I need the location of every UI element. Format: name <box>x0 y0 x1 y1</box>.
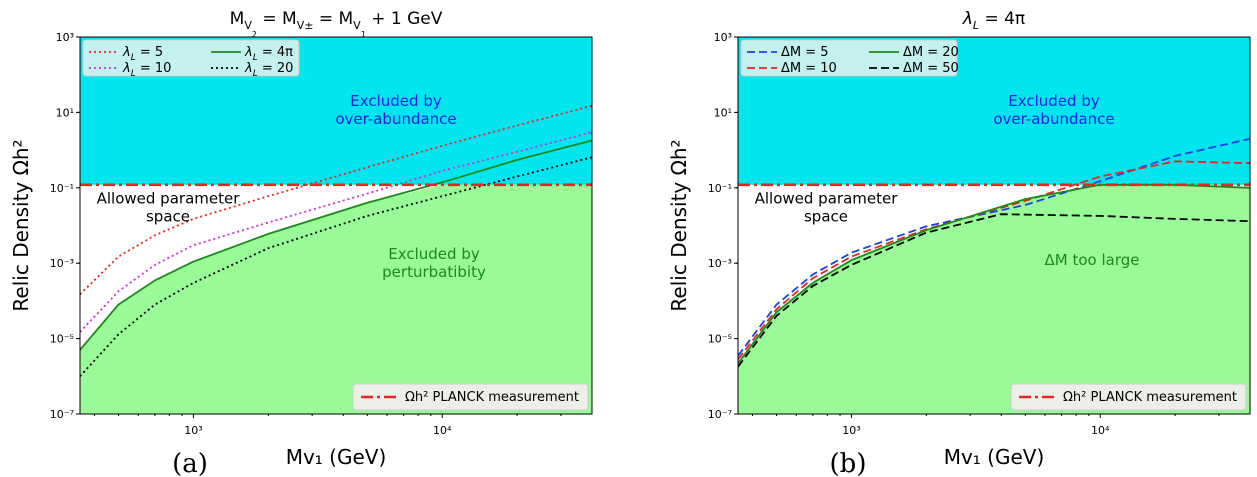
legend-label: ΔM = 10 <box>781 61 837 76</box>
x-tick-label: 10³ <box>842 424 860 437</box>
legend-box <box>82 39 300 77</box>
y-axis-label: Relic Density Ωh² <box>9 139 33 311</box>
x-tick-label: 10⁴ <box>433 424 452 437</box>
legend-box <box>740 39 958 77</box>
y-tick-label: 10⁻⁵ <box>708 333 732 346</box>
series-line-1 <box>738 137 1250 357</box>
x-axis-label: Mv₁ (GeV) <box>944 445 1045 469</box>
y-tick-label: 10¹ <box>56 106 74 119</box>
y-axis-label: Relic Density Ωh² <box>667 139 691 311</box>
y-tick-label: 10³ <box>56 31 74 44</box>
panel-caption: (b) <box>830 449 867 477</box>
legend-label: ΔM = 5 <box>781 45 829 60</box>
legend-label: λL = 20 <box>244 61 293 79</box>
region-label-lower-1: ΔM too large <box>1045 251 1140 269</box>
x-tick-label: 10⁴ <box>1091 424 1110 437</box>
legend-label: λL = 5 <box>122 45 163 63</box>
region-label-lower-2: perturbatibity <box>382 263 486 281</box>
y-tick-label: 10³ <box>714 31 732 44</box>
y-tick-label: 10⁻⁷ <box>708 408 732 421</box>
chart-title: MV2 = MV± = MV1 + 1 GeV <box>230 9 443 39</box>
legend-label: λL = 10 <box>122 61 171 79</box>
series-line-3 <box>738 183 1250 364</box>
chart-title: λL = 4π <box>962 9 1025 32</box>
y-tick-label: 10¹ <box>714 106 732 119</box>
region-label-upper-2: over-abundance <box>335 110 456 128</box>
planck-legend-label: Ωh² PLANCK measurement <box>405 390 579 405</box>
plot-frame <box>737 36 1251 415</box>
region-label-upper-1: Excluded by <box>1008 92 1100 110</box>
y-tick-label: 10⁻³ <box>50 257 74 270</box>
series-line-1 <box>80 104 592 295</box>
series-line-3 <box>80 139 592 351</box>
panel-caption: (a) <box>172 449 208 477</box>
region-label-lower-1: Excluded by <box>388 245 480 263</box>
region-label-middle-1: Allowed parameter <box>97 190 241 208</box>
series-line-4 <box>80 156 592 377</box>
series-line-2 <box>80 131 592 333</box>
y-tick-label: 10⁻³ <box>708 257 732 270</box>
planck-legend-box <box>1010 383 1247 411</box>
y-tick-label: 10⁻¹ <box>50 182 74 195</box>
region-label-middle-2: space <box>804 208 848 226</box>
legend-label: ΔM = 50 <box>903 61 959 76</box>
region-label-middle-2: space <box>146 208 190 226</box>
legend-label: λL = 4π <box>244 45 293 63</box>
region-label-upper-1: Excluded by <box>350 92 442 110</box>
x-tick-label: 10³ <box>184 424 202 437</box>
planck-legend-box <box>352 383 589 411</box>
region-label-middle-1: Allowed parameter <box>755 190 899 208</box>
plot-frame <box>79 36 593 415</box>
legend-label: ΔM = 20 <box>903 45 959 60</box>
region-label-upper-2: over-abundance <box>993 110 1114 128</box>
series-line-2 <box>738 160 1250 360</box>
planck-legend-label: Ωh² PLANCK measurement <box>1063 390 1237 405</box>
y-tick-label: 10⁻⁷ <box>50 408 74 421</box>
y-tick-label: 10⁻¹ <box>708 182 732 195</box>
excluded-lower-region <box>80 184 592 414</box>
series-line-4 <box>738 213 1250 368</box>
y-tick-label: 10⁻⁵ <box>50 333 74 346</box>
excluded-lower-region <box>738 184 1250 414</box>
x-axis-label: Mv₁ (GeV) <box>286 445 387 469</box>
